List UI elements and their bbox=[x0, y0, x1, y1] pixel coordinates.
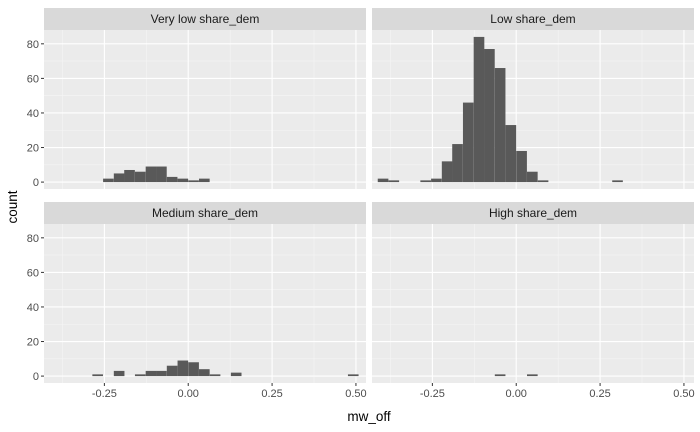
facet-panel: Very low share_dem bbox=[44, 8, 366, 189]
histogram-bar bbox=[388, 180, 400, 183]
facet-panel: Low share_dem bbox=[372, 8, 694, 189]
panel-background bbox=[372, 224, 694, 383]
x-tick-label: 0.50 bbox=[345, 388, 366, 400]
histogram-bar bbox=[113, 173, 125, 183]
histogram-bar bbox=[134, 374, 146, 377]
histogram-bar bbox=[156, 166, 167, 183]
x-tick-label: 0.25 bbox=[261, 388, 282, 400]
histogram-bar bbox=[452, 144, 463, 183]
histogram-bar bbox=[209, 374, 221, 377]
y-tick-label: 0 bbox=[33, 177, 39, 189]
facet-strip bbox=[44, 202, 366, 224]
histogram-bar bbox=[92, 374, 103, 377]
facet-strip bbox=[372, 8, 694, 30]
y-tick-label: 80 bbox=[27, 233, 39, 245]
y-tick-label: 0 bbox=[33, 371, 39, 383]
histogram-bar bbox=[177, 178, 189, 183]
histogram-bar bbox=[177, 360, 189, 377]
histogram-bar bbox=[612, 180, 623, 183]
x-tick-label: 0.25 bbox=[589, 388, 610, 400]
y-tick-label: 20 bbox=[27, 143, 39, 155]
histogram-bar bbox=[145, 166, 157, 183]
histogram-bar bbox=[537, 180, 549, 183]
histogram-bar bbox=[134, 171, 146, 183]
facet-strip-label: High share_dem bbox=[489, 206, 577, 220]
y-tick-label: 80 bbox=[27, 39, 39, 51]
histogram-bar bbox=[166, 176, 178, 183]
histogram-bar bbox=[516, 150, 527, 183]
facet-panels: Very low share_dem Low share_dem Medium sh… bbox=[44, 8, 694, 383]
histogram-bar bbox=[462, 102, 474, 183]
facet-strip-label: Very low share_dem bbox=[151, 12, 260, 26]
x-tick-label: 0.00 bbox=[506, 388, 527, 400]
x-axis-title: mw_off bbox=[347, 409, 391, 424]
histogram-bar bbox=[494, 374, 506, 377]
histogram-bar bbox=[166, 365, 178, 377]
histogram-bar bbox=[347, 374, 359, 377]
y-tick-label: 40 bbox=[27, 302, 39, 314]
facet-strip-label: Low share_dem bbox=[490, 12, 575, 26]
y-axis-left: 0 20 40 60 80 0 20 40 60 80 bbox=[27, 39, 44, 383]
histogram-bar bbox=[420, 180, 431, 183]
histogram-bar bbox=[505, 125, 517, 183]
y-axis-title: count bbox=[5, 190, 20, 223]
x-tick-label: 0.50 bbox=[673, 388, 694, 400]
facet-panel: Medium share_dem bbox=[44, 202, 366, 383]
x-tick-label: 0.00 bbox=[178, 388, 199, 400]
histogram-bar bbox=[494, 68, 506, 183]
x-tick-label: -0.25 bbox=[420, 388, 445, 400]
histogram-bar bbox=[431, 178, 442, 183]
facet-strip bbox=[372, 202, 694, 224]
histogram-bar bbox=[484, 49, 495, 183]
histogram-bar bbox=[527, 171, 538, 183]
facet-strip bbox=[44, 8, 366, 30]
histogram-bar bbox=[377, 178, 389, 183]
histogram-bar bbox=[156, 370, 167, 377]
y-tick-label: 60 bbox=[27, 73, 39, 85]
histogram-bar bbox=[188, 180, 199, 183]
histogram-bar bbox=[230, 372, 242, 377]
histogram-bar bbox=[188, 362, 199, 377]
histogram-bar bbox=[103, 178, 114, 183]
panel-background bbox=[372, 30, 694, 189]
y-tick-label: 20 bbox=[27, 337, 39, 349]
histogram-bar bbox=[441, 161, 453, 183]
facet-strip-label: Medium share_dem bbox=[152, 206, 258, 220]
y-tick-label: 60 bbox=[27, 267, 39, 279]
histogram-bar bbox=[199, 369, 210, 377]
histogram-bar bbox=[145, 370, 157, 377]
histogram-bar bbox=[124, 169, 135, 183]
histogram-bar bbox=[527, 374, 538, 377]
y-tick-label: 40 bbox=[27, 108, 39, 120]
panel-background bbox=[44, 30, 366, 189]
histogram-bar bbox=[199, 178, 210, 183]
histogram-bar bbox=[113, 370, 125, 377]
x-axis-bottom: -0.25 0.00 0.25 0.50 -0.25 0.00 0.25 0.50 bbox=[92, 383, 695, 400]
facet-panel: High share_dem bbox=[372, 202, 694, 383]
x-tick-label: -0.25 bbox=[92, 388, 117, 400]
panel-background bbox=[44, 224, 366, 383]
histogram-bar bbox=[473, 36, 485, 183]
